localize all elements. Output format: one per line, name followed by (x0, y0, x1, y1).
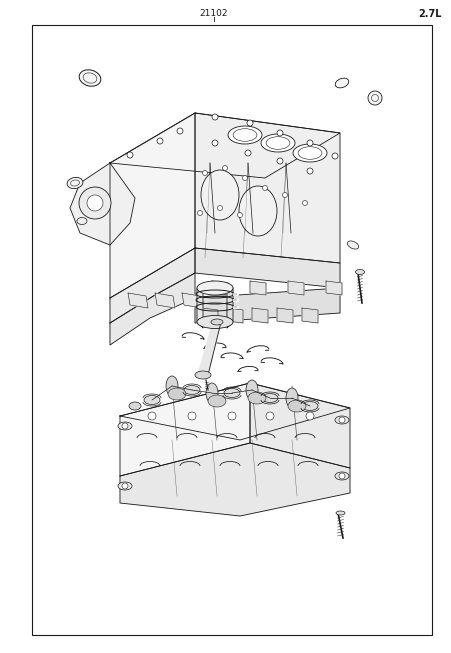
Polygon shape (110, 248, 194, 323)
Circle shape (122, 483, 128, 489)
Circle shape (156, 138, 163, 144)
Polygon shape (110, 273, 194, 345)
Polygon shape (249, 281, 265, 295)
Polygon shape (194, 288, 339, 323)
Circle shape (212, 114, 217, 120)
Circle shape (237, 212, 242, 217)
Circle shape (202, 170, 207, 176)
Ellipse shape (287, 400, 305, 412)
Circle shape (276, 158, 282, 164)
Circle shape (305, 412, 313, 420)
Ellipse shape (207, 395, 226, 407)
Circle shape (188, 412, 196, 420)
Circle shape (367, 91, 381, 105)
Text: 2.7L: 2.7L (418, 9, 441, 19)
Polygon shape (325, 281, 341, 295)
Circle shape (87, 195, 103, 211)
Ellipse shape (334, 416, 348, 424)
Polygon shape (70, 163, 135, 245)
Ellipse shape (197, 315, 232, 328)
Ellipse shape (194, 371, 211, 379)
Circle shape (127, 152, 133, 158)
Ellipse shape (144, 396, 160, 404)
Circle shape (338, 417, 344, 423)
Ellipse shape (118, 422, 132, 430)
Circle shape (282, 193, 287, 197)
Ellipse shape (168, 388, 186, 400)
Circle shape (79, 187, 111, 219)
Ellipse shape (262, 394, 277, 402)
Circle shape (306, 168, 312, 174)
Polygon shape (301, 308, 318, 323)
Polygon shape (202, 308, 217, 323)
Ellipse shape (211, 319, 222, 325)
Circle shape (338, 473, 344, 479)
Polygon shape (120, 383, 249, 476)
Polygon shape (110, 113, 194, 298)
Circle shape (331, 153, 337, 159)
Polygon shape (120, 443, 349, 516)
Polygon shape (182, 293, 202, 308)
Ellipse shape (292, 144, 326, 162)
Ellipse shape (197, 281, 232, 295)
Circle shape (212, 140, 217, 146)
Circle shape (217, 206, 222, 210)
Ellipse shape (260, 134, 295, 152)
Ellipse shape (67, 178, 83, 189)
Ellipse shape (335, 78, 348, 88)
Circle shape (306, 140, 312, 146)
Ellipse shape (166, 376, 178, 396)
Ellipse shape (285, 388, 297, 408)
Ellipse shape (227, 126, 262, 144)
Ellipse shape (239, 186, 276, 236)
Polygon shape (226, 288, 232, 328)
Ellipse shape (355, 270, 364, 274)
Circle shape (122, 423, 128, 429)
Polygon shape (155, 293, 175, 308)
Ellipse shape (201, 170, 239, 220)
Polygon shape (249, 383, 349, 468)
Circle shape (244, 150, 250, 156)
Polygon shape (110, 113, 339, 178)
Ellipse shape (79, 70, 101, 86)
Ellipse shape (118, 482, 132, 490)
Polygon shape (120, 383, 349, 440)
Polygon shape (226, 308, 243, 323)
Ellipse shape (334, 472, 348, 480)
Circle shape (197, 210, 202, 215)
Circle shape (262, 185, 267, 191)
Ellipse shape (335, 511, 344, 515)
Circle shape (265, 412, 273, 420)
Ellipse shape (245, 380, 258, 400)
Circle shape (276, 130, 282, 136)
Circle shape (147, 412, 156, 420)
Ellipse shape (347, 241, 358, 249)
Ellipse shape (77, 217, 87, 225)
Ellipse shape (184, 385, 199, 394)
Ellipse shape (248, 392, 265, 404)
Circle shape (222, 165, 227, 170)
Circle shape (227, 412, 235, 420)
Circle shape (242, 176, 247, 180)
Polygon shape (212, 281, 227, 295)
Ellipse shape (206, 383, 217, 403)
Ellipse shape (224, 389, 239, 398)
Polygon shape (276, 308, 292, 323)
Circle shape (246, 120, 253, 126)
Polygon shape (198, 322, 221, 375)
Text: 21102: 21102 (199, 9, 228, 18)
Polygon shape (197, 288, 202, 328)
Ellipse shape (129, 402, 141, 410)
Circle shape (302, 200, 307, 206)
Polygon shape (194, 113, 339, 263)
Polygon shape (287, 281, 304, 295)
Ellipse shape (301, 402, 318, 411)
Polygon shape (252, 308, 267, 323)
Polygon shape (128, 293, 147, 308)
Polygon shape (194, 248, 339, 288)
Circle shape (177, 128, 183, 134)
Bar (32, 25, 431, 635)
